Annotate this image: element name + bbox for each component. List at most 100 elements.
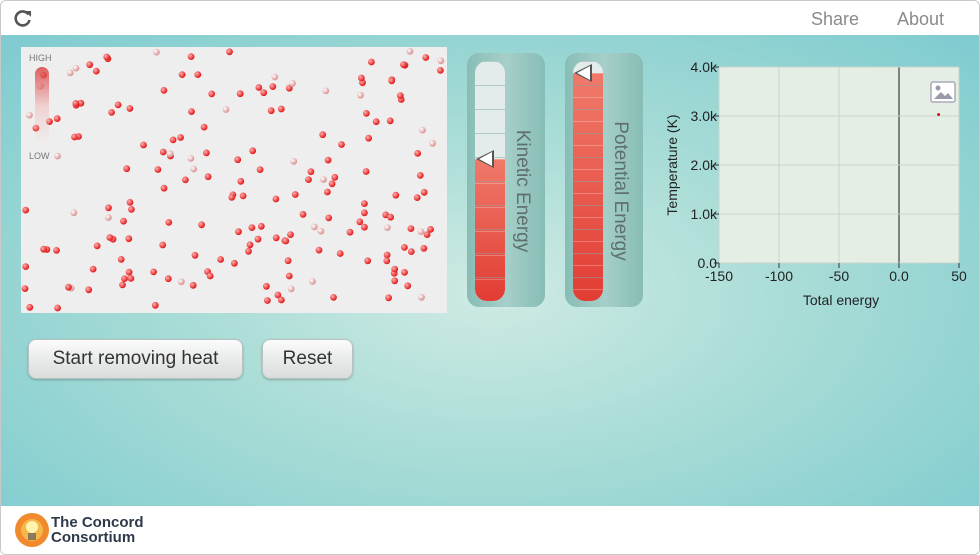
- atom[interactable]: [177, 278, 185, 286]
- atom[interactable]: [236, 90, 244, 98]
- atom[interactable]: [66, 69, 74, 77]
- atom[interactable]: [165, 219, 173, 226]
- atom[interactable]: [401, 244, 408, 251]
- atom[interactable]: [284, 257, 292, 265]
- atom[interactable]: [65, 283, 72, 291]
- atom[interactable]: [383, 257, 391, 265]
- atom[interactable]: [70, 209, 78, 217]
- atom[interactable]: [392, 191, 400, 199]
- atom[interactable]: [159, 241, 167, 249]
- atom[interactable]: [386, 117, 394, 125]
- atom[interactable]: [166, 150, 174, 158]
- atom[interactable]: [291, 191, 299, 198]
- molecule-simulation[interactable]: HIGH LOW: [21, 47, 447, 313]
- atom[interactable]: [191, 251, 199, 259]
- atom[interactable]: [86, 61, 94, 69]
- atom[interactable]: [407, 248, 415, 256]
- atom[interactable]: [164, 275, 172, 283]
- share-link[interactable]: Share: [811, 9, 860, 29]
- atom[interactable]: [190, 165, 198, 173]
- atom[interactable]: [53, 247, 60, 254]
- atom[interactable]: [324, 188, 331, 196]
- atom[interactable]: [22, 263, 30, 270]
- atom[interactable]: [128, 206, 135, 213]
- atom[interactable]: [105, 214, 112, 221]
- atom[interactable]: [383, 251, 391, 259]
- atom[interactable]: [106, 234, 114, 241]
- atom[interactable]: [187, 53, 195, 60]
- atom[interactable]: [407, 225, 415, 233]
- atom[interactable]: [226, 48, 233, 56]
- atom[interactable]: [264, 297, 271, 304]
- atom[interactable]: [151, 301, 159, 309]
- atom[interactable]: [429, 139, 436, 147]
- atom[interactable]: [245, 247, 252, 255]
- atom[interactable]: [362, 168, 370, 175]
- atom[interactable]: [92, 67, 100, 75]
- atom[interactable]: [417, 228, 425, 236]
- atom[interactable]: [159, 148, 167, 156]
- atom[interactable]: [396, 92, 404, 99]
- atom[interactable]: [231, 259, 238, 267]
- atom[interactable]: [246, 241, 254, 249]
- atom[interactable]: [178, 71, 186, 78]
- atom[interactable]: [89, 265, 97, 273]
- atom[interactable]: [103, 53, 111, 61]
- atom[interactable]: [140, 141, 147, 149]
- atom[interactable]: [272, 234, 280, 242]
- atom[interactable]: [257, 222, 265, 230]
- atom[interactable]: [285, 84, 293, 92]
- atom[interactable]: [154, 166, 162, 173]
- atom[interactable]: [239, 192, 247, 200]
- atom[interactable]: [361, 200, 368, 208]
- atom[interactable]: [418, 293, 425, 301]
- atom[interactable]: [400, 61, 407, 68]
- atom[interactable]: [72, 100, 80, 107]
- potential-energy-marker-icon[interactable]: [574, 64, 592, 82]
- atom[interactable]: [285, 272, 293, 280]
- atom[interactable]: [203, 149, 210, 157]
- atom[interactable]: [361, 209, 368, 217]
- atom[interactable]: [248, 224, 256, 232]
- atom[interactable]: [105, 204, 112, 212]
- atom[interactable]: [420, 188, 428, 196]
- atom[interactable]: [325, 214, 333, 222]
- atom[interactable]: [182, 176, 189, 184]
- atom[interactable]: [282, 237, 290, 245]
- atom[interactable]: [208, 90, 216, 98]
- atom[interactable]: [188, 108, 195, 115]
- atom[interactable]: [237, 177, 245, 185]
- atom[interactable]: [222, 106, 230, 113]
- atom[interactable]: [40, 245, 47, 253]
- atom[interactable]: [414, 150, 422, 157]
- atom[interactable]: [235, 228, 242, 236]
- atom[interactable]: [330, 294, 337, 301]
- atom[interactable]: [290, 157, 298, 165]
- atom[interactable]: [272, 195, 280, 203]
- atom[interactable]: [93, 242, 101, 250]
- atom[interactable]: [419, 126, 426, 134]
- atom[interactable]: [299, 210, 307, 218]
- concord-logo-icon[interactable]: [12, 510, 52, 550]
- atom[interactable]: [150, 268, 158, 276]
- atom[interactable]: [53, 115, 61, 122]
- atom[interactable]: [423, 231, 431, 239]
- atom[interactable]: [289, 80, 296, 87]
- reset-button[interactable]: Reset: [262, 339, 353, 379]
- start-removing-heat-button[interactable]: Start removing heat: [28, 339, 243, 379]
- atom[interactable]: [307, 168, 315, 176]
- atom[interactable]: [287, 231, 294, 239]
- atom[interactable]: [320, 176, 327, 183]
- atom[interactable]: [160, 87, 168, 94]
- atom[interactable]: [249, 147, 257, 155]
- atom[interactable]: [108, 109, 115, 116]
- atom[interactable]: [391, 265, 399, 273]
- atom[interactable]: [71, 133, 78, 141]
- kinetic-energy-marker-icon[interactable]: [476, 150, 494, 169]
- atom[interactable]: [437, 57, 445, 65]
- atom[interactable]: [204, 173, 212, 181]
- atom[interactable]: [125, 268, 133, 276]
- atom[interactable]: [194, 71, 202, 78]
- atom[interactable]: [356, 218, 364, 226]
- concord-logo-text[interactable]: The Concord Consortium: [51, 515, 144, 545]
